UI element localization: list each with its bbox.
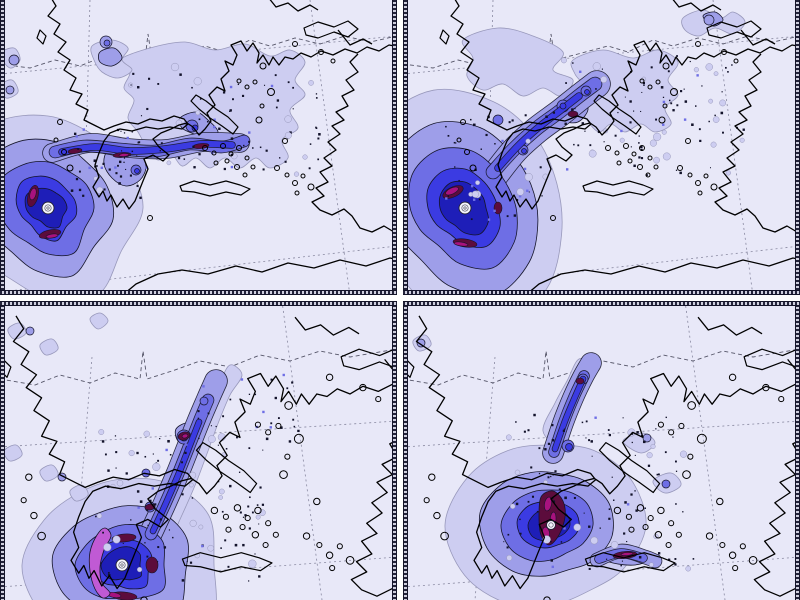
map-panel-bottom-right (403, 301, 800, 600)
tick-border-midright-top (403, 0, 408, 295)
tick-border-bottom-of-topleft (0, 290, 397, 295)
tick-border-left-top (0, 0, 5, 295)
map-panel-bottom-left (0, 301, 397, 600)
tick-border-top-of-bottomright (403, 301, 800, 306)
tick-border-right-bottom (795, 301, 800, 600)
tick-border-midleft-top (392, 0, 397, 295)
map-panel-top-right (403, 0, 800, 295)
tick-border-midleft-bottom (392, 301, 397, 600)
map-panel-top-left (0, 0, 397, 295)
tick-border-left-bottom (0, 301, 5, 600)
tick-border-midright-bottom (403, 301, 408, 600)
tick-border-right-top (795, 0, 800, 295)
tick-border-bottom-of-topright (403, 290, 800, 295)
tick-border-top-of-bottomleft (0, 301, 397, 306)
